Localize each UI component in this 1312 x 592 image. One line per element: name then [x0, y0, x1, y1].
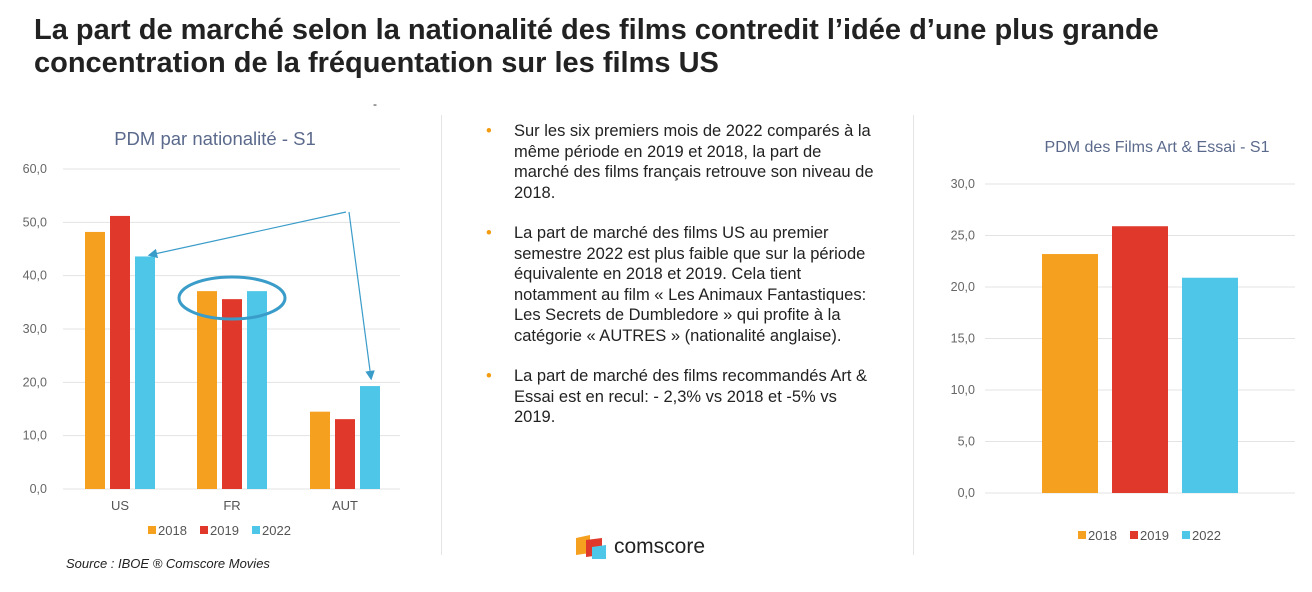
- y-tick-label: 15,0: [951, 332, 975, 346]
- annotation-ellipse: [177, 275, 287, 321]
- x-tick-label: AUT: [332, 498, 358, 513]
- y-tick-label: 60,0: [23, 162, 47, 176]
- bar-2022: [1182, 277, 1238, 493]
- bar-2018-aut: [310, 411, 330, 489]
- y-tick-label: 0,0: [958, 486, 975, 500]
- y-tick-label: 25,0: [951, 229, 975, 243]
- y-tick-label: 10,0: [951, 383, 975, 397]
- bar-2019-fr: [222, 299, 242, 489]
- bar-2018-us: [85, 231, 105, 489]
- legend-label: 2018: [158, 523, 187, 538]
- y-tick-label: 0,0: [30, 482, 47, 496]
- legend-swatch: [1078, 531, 1086, 539]
- bullet-item: La part de marché des films US au premie…: [486, 223, 876, 346]
- y-tick-label: 40,0: [23, 269, 47, 283]
- legend-label: 2019: [1140, 528, 1169, 543]
- legend-swatch: [200, 526, 208, 534]
- page-title: La part de marché selon la nationalité d…: [34, 14, 1159, 79]
- y-tick-label: 20,0: [23, 375, 47, 389]
- bar-2018-fr: [197, 291, 217, 489]
- x-tick-label: US: [111, 498, 129, 513]
- chart-title: PDM des Films Art & Essai - S1: [1045, 139, 1270, 156]
- legend-label: 2019: [210, 523, 239, 538]
- bar-2019-aut: [335, 419, 355, 489]
- y-tick-label: 30,0: [23, 322, 47, 336]
- comscore-logo-icon: [576, 535, 606, 559]
- legend-swatch: [252, 526, 260, 534]
- y-tick-label: 20,0: [951, 280, 975, 294]
- legend-label: 2018: [1088, 528, 1117, 543]
- divider: [913, 115, 914, 555]
- bullet-list: Sur les six premiers mois de 2022 compar…: [486, 121, 876, 448]
- legend-label: 2022: [1192, 528, 1221, 543]
- y-tick-label: 5,0: [958, 435, 975, 449]
- bullet-item: Sur les six premiers mois de 2022 compar…: [486, 121, 876, 203]
- logo-text: comscore: [614, 535, 706, 558]
- y-tick-label: 10,0: [23, 429, 47, 443]
- comscore-logo: comscore: [576, 535, 705, 559]
- annotation-arrow: [147, 211, 347, 259]
- bar-2022-aut: [360, 386, 380, 489]
- bullet-item: La part de marché des films recommandés …: [486, 366, 876, 428]
- bar-2018: [1042, 254, 1098, 493]
- legend-swatch: [1130, 531, 1138, 539]
- annotation-arrow: [348, 211, 375, 381]
- divider: [441, 115, 442, 555]
- source-note: Source : IBOE ® Comscore Movies: [66, 556, 270, 571]
- dash-mark: -: [373, 97, 377, 111]
- bar-2022-us: [135, 256, 155, 489]
- bar-2019-us: [110, 215, 130, 489]
- bar-2022-fr: [247, 291, 267, 489]
- legend-label: 2022: [262, 523, 291, 538]
- x-tick-label: FR: [223, 498, 240, 513]
- chart-title: PDM par nationalité - S1: [114, 128, 316, 149]
- y-tick-label: 30,0: [951, 177, 975, 191]
- bar-2019: [1112, 226, 1168, 494]
- y-tick-label: 50,0: [23, 215, 47, 229]
- legend-swatch: [1182, 531, 1190, 539]
- legend-swatch: [148, 526, 156, 534]
